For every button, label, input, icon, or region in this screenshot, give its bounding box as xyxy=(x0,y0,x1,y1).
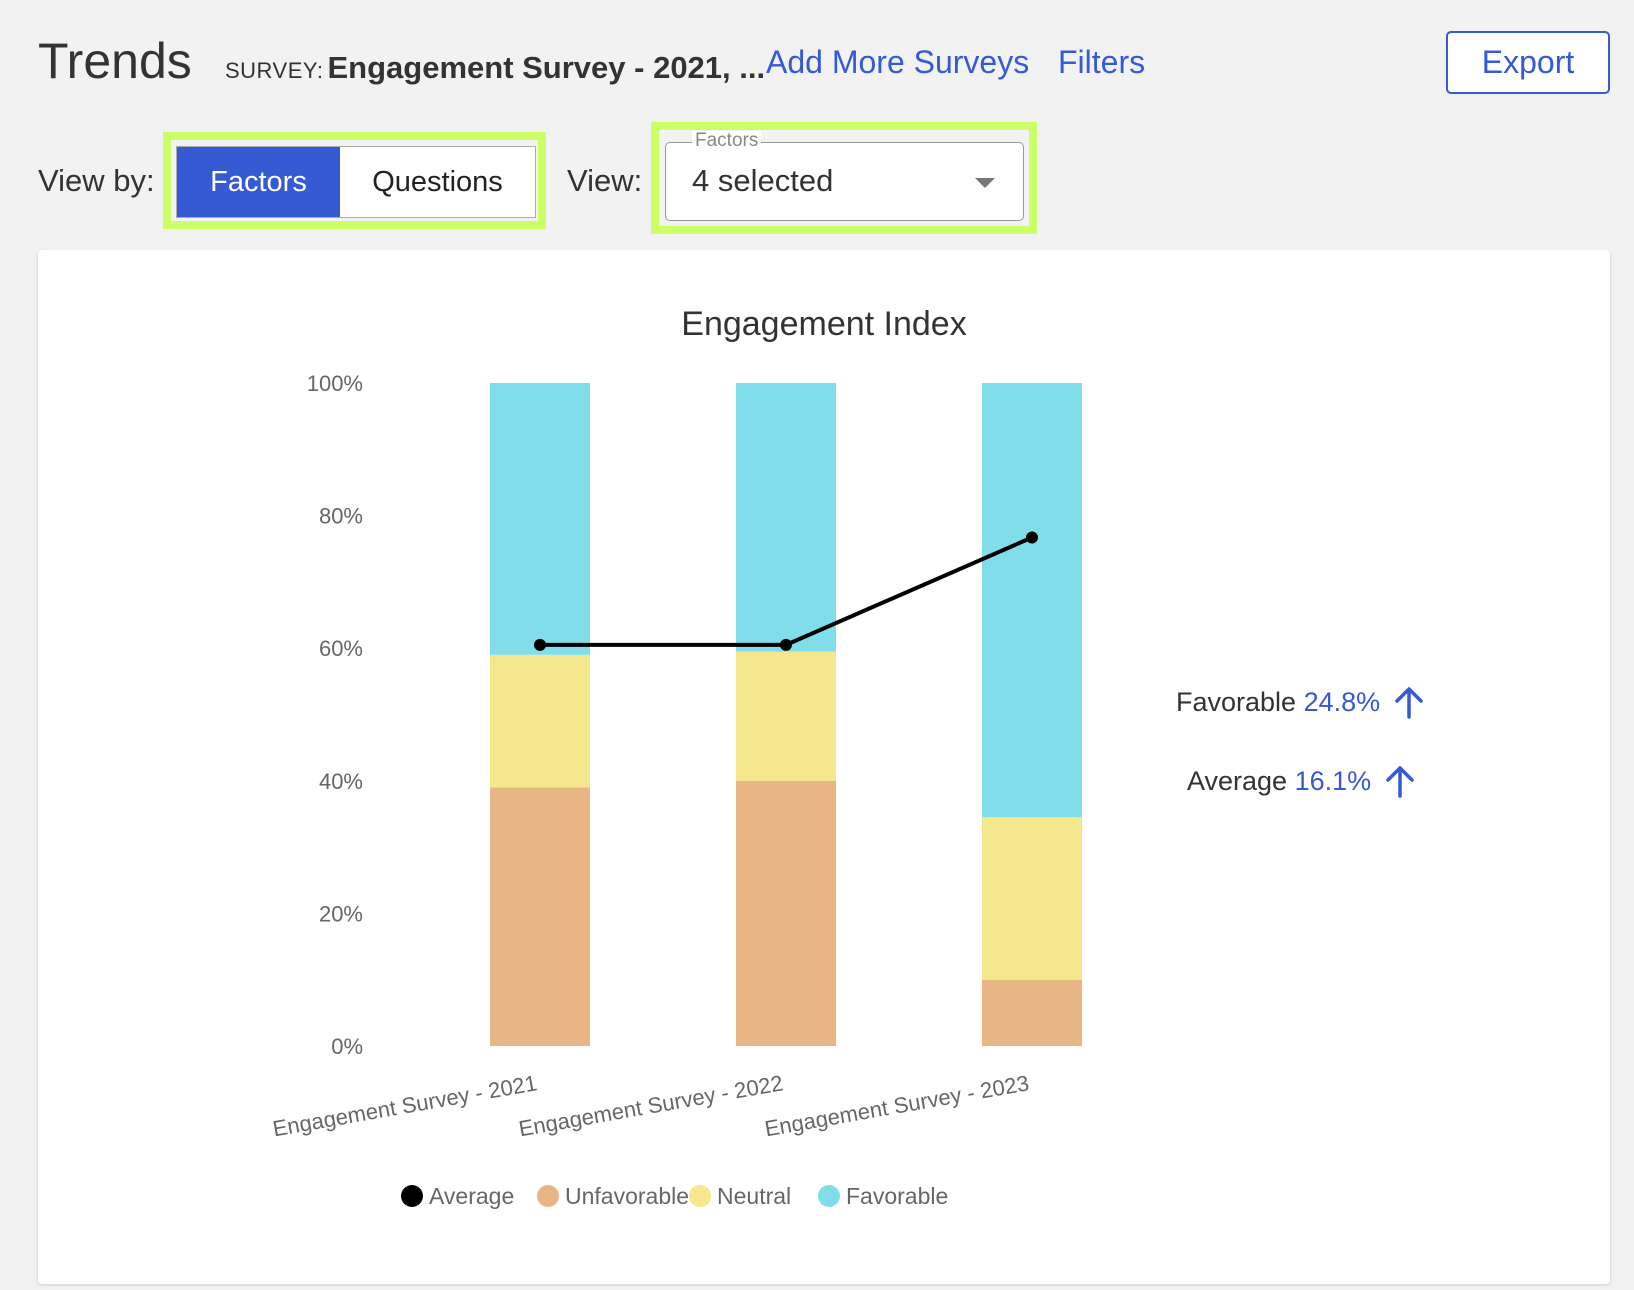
favorable-summary-value: 24.8% xyxy=(1303,687,1381,717)
legend-label-average: Average xyxy=(429,1183,514,1209)
average-summary: Average 16.1% xyxy=(1187,764,1415,798)
bar-segment-neutral xyxy=(982,817,1082,980)
bar-segment-favorable xyxy=(490,383,590,655)
view-by-label: View by: xyxy=(38,163,155,198)
survey-selector[interactable]: SURVEY: Engagement Survey - 2021, ... xyxy=(225,50,765,86)
bar-segment-neutral xyxy=(736,651,836,781)
legend-swatch-neutral xyxy=(689,1185,711,1207)
export-button[interactable]: Export xyxy=(1446,31,1610,94)
x-tick-label: Engagement Survey - 2022 xyxy=(517,1070,785,1141)
chart-title: Engagement Index xyxy=(681,305,966,343)
favorable-summary: Favorable 24.8% xyxy=(1176,685,1424,719)
y-tick-label: 20% xyxy=(319,901,363,926)
legend-label-neutral: Neutral xyxy=(717,1183,791,1209)
bar-segment-neutral xyxy=(490,654,590,788)
add-more-surveys-link[interactable]: Add More Surveys xyxy=(766,44,1030,80)
caret-down-icon xyxy=(975,178,995,188)
view-by-factors-button[interactable]: Factors xyxy=(177,147,340,217)
bar-segment-unfavorable xyxy=(490,787,590,1046)
legend-swatch-average xyxy=(401,1185,423,1207)
view-by-toggle: Factors Questions xyxy=(176,146,536,218)
factors-select-highlight xyxy=(651,122,1037,234)
view-label: View: xyxy=(567,163,643,198)
factors-select-legend: Factors xyxy=(692,131,762,151)
survey-name: Engagement Survey - 2021, ... xyxy=(327,50,766,85)
page-title: Trends xyxy=(38,33,192,89)
bar-segment-unfavorable xyxy=(736,780,836,1046)
legend-swatch-unfavorable xyxy=(537,1185,559,1207)
factors-select-value: 4 selected xyxy=(692,163,834,198)
x-tick-label: Engagement Survey - 2023 xyxy=(763,1070,1031,1141)
x-tick-label: Engagement Survey - 2021 xyxy=(271,1070,539,1141)
average-summary-value: 16.1% xyxy=(1294,766,1372,796)
factors-select[interactable]: Factors 4 selected xyxy=(665,131,1024,221)
filters-link[interactable]: Filters xyxy=(1058,44,1146,80)
average-summary-label: Average xyxy=(1187,766,1288,796)
y-tick-label: 80% xyxy=(319,504,363,529)
engagement-index-chart: Engagement Index 0% 20% 40% 60% 80% 100% Engage… xyxy=(271,305,1082,1209)
y-tick-label: 0% xyxy=(331,1034,363,1059)
view-by-highlight xyxy=(163,132,546,229)
view-by-questions-button[interactable]: Questions xyxy=(340,147,535,217)
bar-segment-favorable xyxy=(736,383,836,652)
bar-segment-unfavorable xyxy=(982,979,1082,1046)
page-header: Trends SURVEY: Engagement Survey - 2021, … xyxy=(0,0,1634,120)
favorable-summary-label: Favorable xyxy=(1176,687,1297,717)
bar-segment-favorable xyxy=(982,383,1082,818)
average-point xyxy=(1026,531,1038,544)
y-tick-label: 60% xyxy=(319,636,363,661)
average-point xyxy=(534,638,546,651)
average-point xyxy=(780,638,792,651)
legend-label-unfavorable: Unfavorable xyxy=(565,1183,689,1209)
chart-card: Engagement Index 0% 20% 40% 60% 80% 100% Engage… xyxy=(38,250,1610,1284)
arrow-up-icon xyxy=(1385,766,1414,798)
survey-caption: SURVEY: xyxy=(225,58,324,83)
y-tick-label: 40% xyxy=(319,769,363,794)
y-tick-label: 100% xyxy=(307,371,363,396)
legend-label-favorable: Favorable xyxy=(846,1183,948,1209)
legend-swatch-favorable xyxy=(818,1185,840,1207)
arrow-up-icon xyxy=(1394,687,1423,719)
